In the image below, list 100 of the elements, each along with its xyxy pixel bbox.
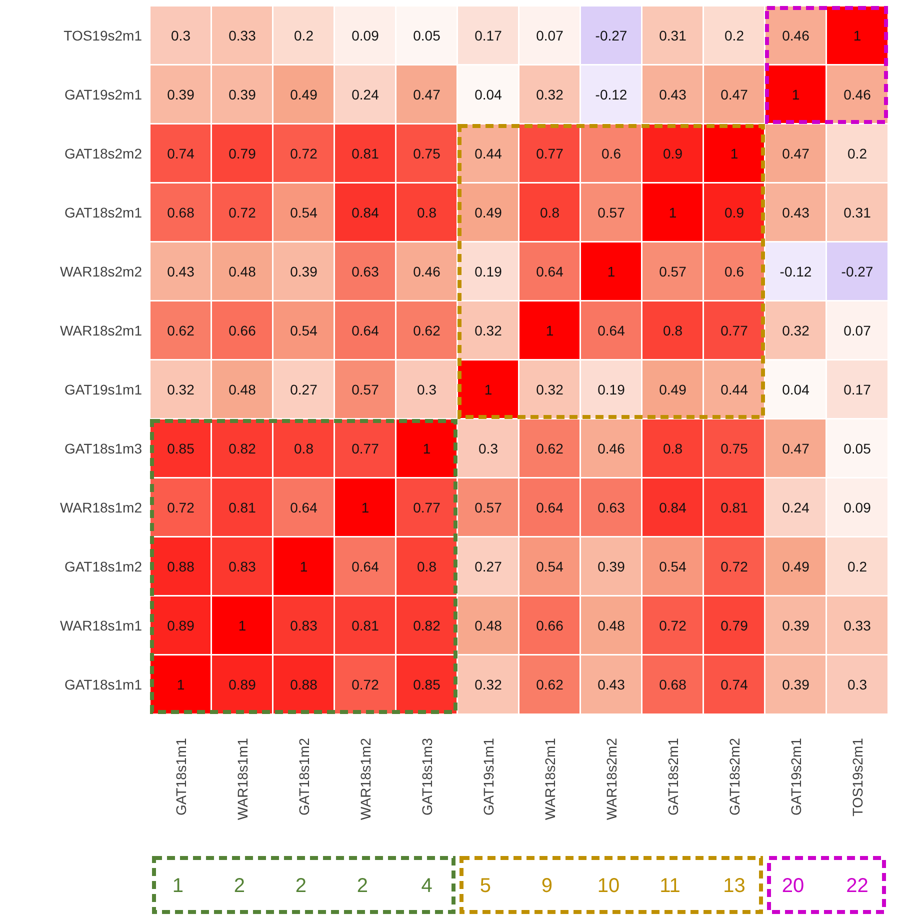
data-label: 0.48 bbox=[228, 382, 256, 398]
data-label: 0.77 bbox=[413, 500, 441, 516]
data-label: 0.3 bbox=[478, 440, 498, 456]
data-label: 0.88 bbox=[167, 558, 195, 574]
data-label: 0.09 bbox=[844, 500, 872, 516]
data-label: 0.64 bbox=[598, 322, 626, 338]
data-label: 0.2 bbox=[724, 28, 744, 44]
data-label: 0.64 bbox=[352, 322, 380, 338]
x-tick-label: WAR18s1m1 bbox=[234, 738, 250, 820]
data-label: 0.57 bbox=[352, 382, 380, 398]
data-label: 0.17 bbox=[474, 28, 502, 44]
data-label: 0.62 bbox=[536, 440, 564, 456]
data-label: 0.85 bbox=[167, 440, 195, 456]
data-label: 1 bbox=[422, 440, 431, 456]
data-label: 1 bbox=[730, 146, 738, 162]
data-label: 1 bbox=[792, 86, 800, 102]
data-label: 0.3 bbox=[848, 676, 868, 692]
x-tick-label: WAR18s2m2 bbox=[603, 738, 620, 820]
x-tick-label: TOS19s2m1 bbox=[849, 738, 866, 816]
data-label: 0.39 bbox=[782, 676, 810, 692]
data-label: 0.04 bbox=[474, 86, 502, 102]
data-label: 0.43 bbox=[167, 264, 195, 280]
x-tick-label: GAT18s2m1 bbox=[664, 738, 681, 816]
data-label: 0.39 bbox=[782, 618, 810, 634]
data-label: 0.39 bbox=[228, 86, 256, 102]
data-label: 1 bbox=[484, 382, 492, 398]
y-tick-label: GAT19s1m1 bbox=[64, 382, 142, 398]
data-label: 0.33 bbox=[228, 28, 256, 44]
data-label: 0.64 bbox=[536, 264, 564, 280]
data-label: 0.6 bbox=[602, 146, 622, 162]
data-label: 0.81 bbox=[720, 500, 748, 516]
data-label: 0.07 bbox=[536, 28, 564, 44]
x-tick-label: GAT18s2m2 bbox=[726, 738, 742, 816]
data-label: 0.05 bbox=[413, 28, 441, 44]
data-label: 0.32 bbox=[782, 322, 810, 338]
data-label: 0.81 bbox=[352, 618, 380, 634]
data-label: 0.8 bbox=[417, 558, 437, 574]
data-label: 0.44 bbox=[474, 146, 502, 162]
data-label: 0.6 bbox=[724, 264, 744, 280]
data-label: 0.72 bbox=[352, 676, 380, 692]
data-label: 1 bbox=[607, 264, 616, 280]
data-label: 0.68 bbox=[659, 676, 687, 692]
text: 5 9 10 11 13 bbox=[480, 875, 746, 897]
y-tick-label: GAT18s1m1 bbox=[64, 676, 142, 692]
data-label: 0.62 bbox=[536, 676, 564, 692]
data-label: 1 bbox=[361, 500, 370, 516]
data-label: 0.63 bbox=[598, 500, 626, 516]
data-label: 0.24 bbox=[782, 500, 810, 516]
data-label: 0.27 bbox=[474, 558, 502, 574]
data-label: 0.77 bbox=[536, 146, 564, 162]
data-label: 0.39 bbox=[167, 86, 195, 102]
x-tick-label: GAT18s1m2 bbox=[296, 738, 312, 816]
data-label: 0.72 bbox=[659, 618, 687, 634]
data-label: 0.3 bbox=[171, 28, 191, 44]
x-tick-label: GAT19s1m1 bbox=[480, 738, 496, 816]
data-label: 0.85 bbox=[413, 676, 441, 692]
data-label: 0.49 bbox=[782, 558, 810, 574]
data-label: 0.66 bbox=[228, 322, 256, 338]
data-label: 1 bbox=[300, 558, 308, 574]
data-label: 0.57 bbox=[659, 264, 687, 280]
data-label: 0.89 bbox=[167, 618, 195, 634]
data-label: 0.47 bbox=[720, 86, 748, 102]
y-tick-label: GAT18s2m2 bbox=[64, 146, 142, 162]
data-label: -0.27 bbox=[841, 264, 874, 280]
data-label: 0.39 bbox=[598, 558, 626, 574]
y-tick-label: GAT18s1m3 bbox=[64, 440, 142, 456]
data-label: 0.2 bbox=[294, 28, 314, 44]
data-label: 0.66 bbox=[536, 618, 564, 634]
data-label: 0.43 bbox=[598, 676, 626, 692]
data-label: 0.49 bbox=[474, 204, 502, 220]
data-label: 0.57 bbox=[598, 204, 626, 220]
data-label: 0.8 bbox=[663, 440, 683, 456]
data-label: 1 bbox=[176, 676, 185, 692]
y-tick-label: GAT19s2m1 bbox=[64, 86, 142, 102]
data-label: -0.12 bbox=[780, 264, 812, 280]
data-label: 0.84 bbox=[659, 500, 687, 516]
data-label: 0.83 bbox=[290, 618, 318, 634]
data-label: -0.12 bbox=[595, 86, 628, 102]
data-label: 1 bbox=[668, 204, 677, 220]
data-label: 0.79 bbox=[720, 618, 748, 634]
data-label: 0.62 bbox=[167, 322, 195, 338]
data-label: 0.46 bbox=[598, 440, 626, 456]
data-label: 0.68 bbox=[167, 204, 195, 220]
data-label: 0.54 bbox=[290, 204, 318, 220]
data-label: 0.75 bbox=[720, 440, 748, 456]
data-label: 0.8 bbox=[540, 204, 560, 220]
data-label: 0.88 bbox=[290, 676, 318, 692]
y-tick-label: WAR18s2m1 bbox=[60, 322, 142, 338]
data-label: -0.27 bbox=[595, 28, 628, 44]
data-label: 0.49 bbox=[290, 86, 318, 102]
y-tick-label: GAT18s2m1 bbox=[64, 204, 142, 220]
data-label: 0.3 bbox=[417, 382, 437, 398]
data-label: 0.72 bbox=[290, 146, 318, 162]
text: 1 2 2 2 4 bbox=[172, 875, 432, 897]
data-label: 0.19 bbox=[474, 264, 502, 280]
x-tick-label: GAT19s2m1 bbox=[788, 738, 804, 816]
data-label: 0.46 bbox=[413, 264, 441, 280]
data-label: 0.24 bbox=[352, 86, 380, 102]
data-label: 0.44 bbox=[720, 382, 748, 398]
data-label: 0.17 bbox=[844, 382, 872, 398]
